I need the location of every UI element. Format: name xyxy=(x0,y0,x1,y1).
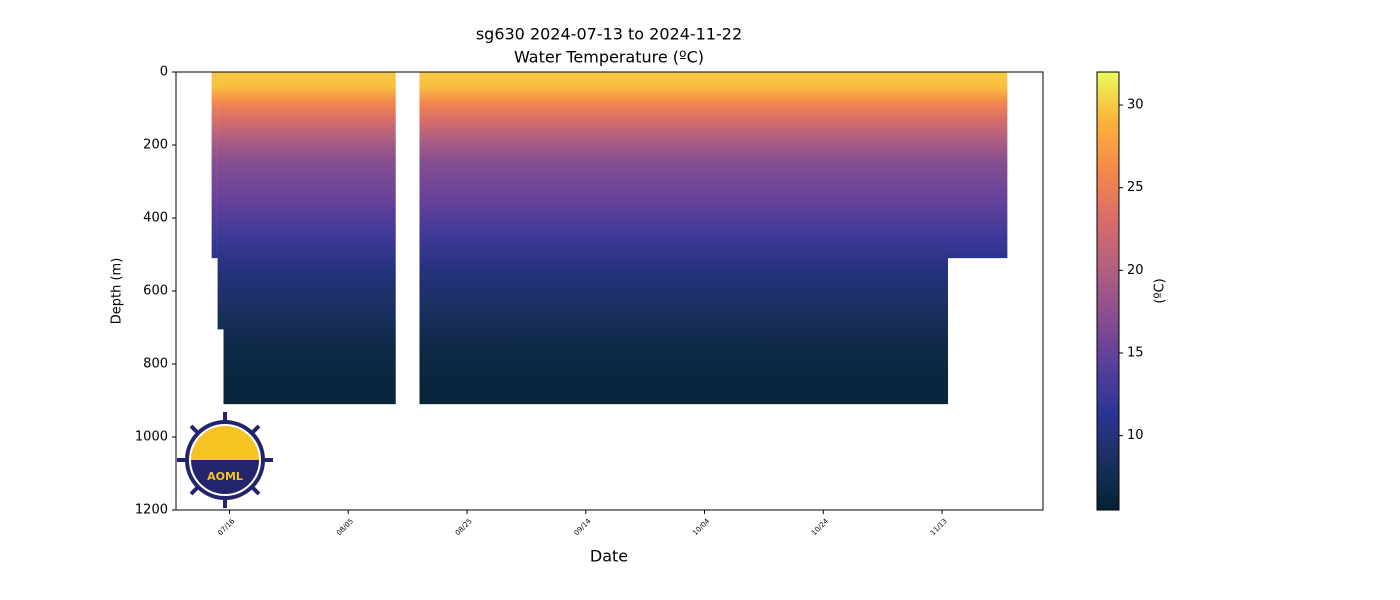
temperature-band xyxy=(947,101,1008,120)
temperature-band xyxy=(947,199,1008,237)
temperature-band xyxy=(223,86,396,102)
temperature-band xyxy=(217,309,224,330)
temperature-band xyxy=(217,86,224,102)
colorbar-tick-label: 25 xyxy=(1127,180,1144,195)
temperature-band xyxy=(223,137,396,164)
temperature-band xyxy=(419,119,948,139)
temperature-band xyxy=(211,86,218,102)
y-tick-label: 200 xyxy=(143,138,168,153)
colorbar-label: (ºC) xyxy=(1153,278,1168,303)
temperature-band xyxy=(211,72,218,88)
y-tick-label: 600 xyxy=(143,284,168,299)
temperature-band xyxy=(217,199,224,237)
temperature-band xyxy=(419,272,948,310)
x-tick-label: 08/05 xyxy=(335,517,355,537)
temperature-band xyxy=(217,101,224,120)
temperature-band xyxy=(211,199,218,237)
temperature-band xyxy=(947,163,1008,201)
temperature-band xyxy=(419,236,948,274)
temperature-band xyxy=(223,119,396,139)
temperature-band xyxy=(947,86,1008,102)
temperature-band xyxy=(419,345,948,383)
temperature-band xyxy=(947,119,1008,139)
logo: AOML xyxy=(177,412,273,508)
colorbar xyxy=(1096,71,1120,511)
chart-subtitle: Water Temperature (ºC) xyxy=(514,48,704,67)
temperature-band xyxy=(217,163,224,201)
colorbar-tick-label: 15 xyxy=(1127,345,1144,360)
x-tick-label: 10/24 xyxy=(810,517,830,537)
temperature-band xyxy=(223,163,396,201)
temperature-band xyxy=(223,72,396,88)
temperature-band xyxy=(223,199,396,237)
temperature-band xyxy=(419,72,948,88)
temperature-band xyxy=(419,382,948,405)
x-axis-label: Date xyxy=(590,547,628,566)
chart-title: sg630 2024-07-13 to 2024-11-22 xyxy=(476,25,742,44)
y-tick-label: 800 xyxy=(143,357,168,372)
temperature-band xyxy=(211,236,218,259)
temperature-band xyxy=(217,137,224,164)
y-tick-label: 1200 xyxy=(135,503,168,518)
y-tick-label: 1000 xyxy=(135,430,168,445)
colorbar-tick-label: 20 xyxy=(1127,263,1144,278)
y-tick-label: 0 xyxy=(160,65,168,80)
x-tick-label: 07/16 xyxy=(216,517,236,537)
temperature-band xyxy=(419,309,948,347)
colorbar-tick-label: 30 xyxy=(1127,98,1144,113)
x-tick-label: 10/04 xyxy=(691,517,711,537)
x-tick-label: 08/25 xyxy=(454,517,474,537)
temperature-band xyxy=(223,272,396,310)
colorbar-tick-label: 10 xyxy=(1127,428,1144,443)
plot-area xyxy=(211,72,1008,405)
temperature-band xyxy=(223,101,396,120)
temperature-band xyxy=(419,199,948,237)
temperature-band xyxy=(223,309,396,347)
temperature-band xyxy=(217,236,224,274)
temperature-band xyxy=(947,137,1008,164)
temperature-band xyxy=(947,236,1008,259)
temperature-band xyxy=(419,163,948,201)
logo-text: AOML xyxy=(207,470,243,483)
temperature-band xyxy=(217,119,224,139)
temperature-band xyxy=(211,137,218,164)
y-tick-label: 400 xyxy=(143,211,168,226)
temperature-band xyxy=(419,101,948,120)
temperature-band xyxy=(211,119,218,139)
temperature-band xyxy=(223,345,396,383)
temperature-band xyxy=(211,163,218,201)
temperature-band xyxy=(947,72,1008,88)
x-tick-label: 11/13 xyxy=(929,517,949,537)
temperature-band xyxy=(211,101,218,120)
temperature-band xyxy=(419,86,948,102)
y-axis-label: Depth (m) xyxy=(110,258,125,325)
x-tick-label: 09/14 xyxy=(573,517,593,537)
temperature-band xyxy=(217,272,224,310)
temperature-band xyxy=(419,137,948,164)
temperature-band xyxy=(223,382,396,405)
temperature-band xyxy=(223,236,396,274)
temperature-band xyxy=(217,72,224,88)
